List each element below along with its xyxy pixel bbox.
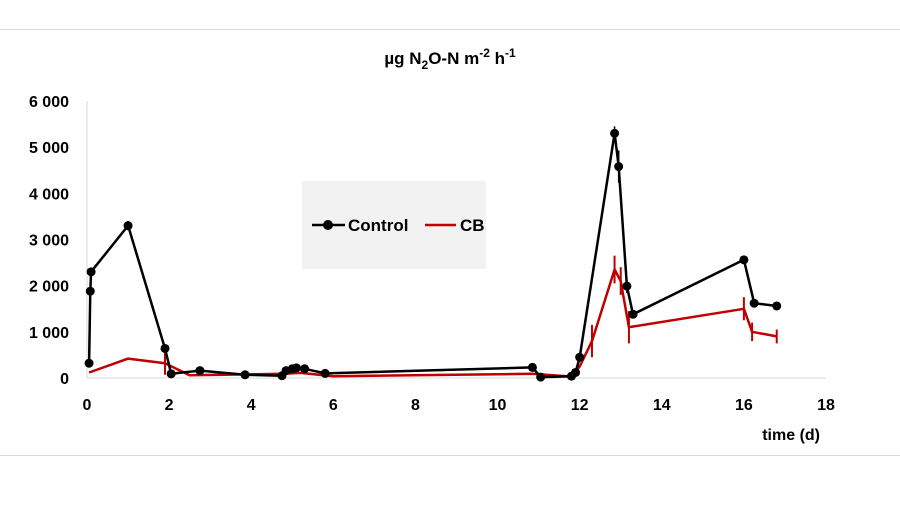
data-point — [610, 128, 620, 138]
chart-title-part-mid2: h — [490, 49, 505, 68]
y-tick-label: 6 000 — [29, 94, 69, 111]
data-point — [628, 309, 638, 319]
y-tick-label: 3 000 — [29, 233, 69, 250]
x-tick-labels: 0 2 4 6 8 10 12 14 16 18 — [83, 397, 835, 414]
top-divider — [0, 29, 900, 30]
y-tick-label: 5 000 — [29, 140, 69, 157]
x-tick-label: 2 — [165, 397, 174, 414]
chart-title: µg N2O-N m-2 h-1 — [384, 46, 516, 72]
data-point — [320, 368, 330, 378]
x-tick-label: 18 — [817, 397, 835, 414]
chart-title-part-sup2: -1 — [505, 46, 516, 60]
series-line — [88, 268, 777, 378]
data-point — [166, 369, 176, 379]
x-tick-label: 8 — [411, 397, 420, 414]
legend-control-label: Control — [348, 216, 408, 235]
data-point — [739, 255, 749, 265]
data-point — [527, 362, 537, 372]
data-point — [571, 367, 581, 377]
legend: Control CB — [302, 181, 486, 269]
y-tick-label: 2 000 — [29, 279, 69, 296]
data-point — [240, 370, 250, 380]
data-point — [291, 363, 301, 373]
y-tick-label: 0 — [60, 371, 69, 388]
x-tick-label: 6 — [329, 397, 338, 414]
data-point — [772, 301, 782, 311]
x-tick-label: 0 — [83, 397, 92, 414]
data-point — [536, 372, 546, 382]
data-point — [300, 364, 310, 374]
legend-cb-label: CB — [460, 216, 485, 235]
data-point — [195, 366, 205, 376]
chart-title-part-base: µg N — [384, 49, 421, 68]
data-point — [85, 286, 95, 296]
data-point — [749, 298, 759, 308]
series-control — [84, 126, 782, 382]
data-point — [614, 162, 624, 172]
data-point — [123, 221, 133, 231]
legend-control-marker — [323, 220, 333, 230]
data-point — [575, 352, 585, 362]
x-tick-label: 4 — [247, 397, 256, 414]
bottom-divider — [0, 455, 900, 456]
series-layer — [84, 126, 782, 382]
data-point — [86, 267, 96, 277]
y-tick-label: 4 000 — [29, 186, 69, 203]
data-point — [622, 281, 632, 291]
chart-title-part-mid: O-N m — [428, 49, 479, 68]
data-point — [160, 343, 170, 353]
data-point — [84, 358, 94, 368]
x-axis-label: time (d) — [762, 427, 820, 444]
y-tick-labels: 0 1 000 2 000 3 000 4 000 5 000 6 000 — [29, 94, 69, 388]
x-tick-label: 12 — [571, 397, 589, 414]
x-tick-label: 16 — [735, 397, 753, 414]
chart-title-part-sub: 2 — [422, 58, 429, 72]
x-tick-label: 10 — [489, 397, 507, 414]
x-tick-label: 14 — [653, 397, 671, 414]
y-tick-label: 1 000 — [29, 325, 69, 342]
series-cb — [88, 255, 778, 378]
chart-title-part-sup: -2 — [479, 46, 490, 60]
